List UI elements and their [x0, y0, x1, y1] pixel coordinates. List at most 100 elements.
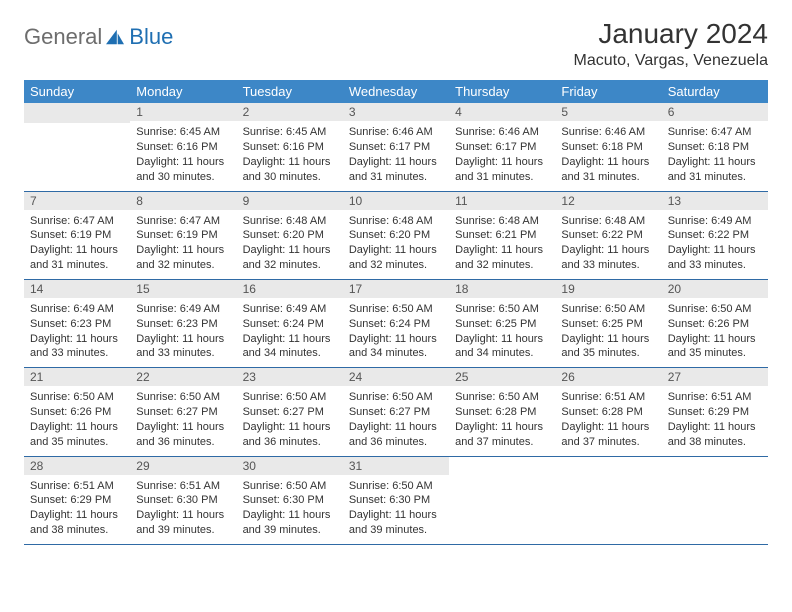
day-body: Sunrise: 6:50 AMSunset: 6:30 PMDaylight:… [237, 475, 343, 544]
day-number: 23 [237, 368, 343, 386]
sunrise-line: Sunrise: 6:50 AM [349, 479, 443, 494]
weekday-header: Sunday [24, 80, 130, 103]
day-number: 24 [343, 368, 449, 386]
calendar-day-cell: 10Sunrise: 6:48 AMSunset: 6:20 PMDayligh… [343, 191, 449, 279]
calendar-empty-cell [24, 103, 130, 191]
day-number: 6 [662, 103, 768, 121]
day-number: 4 [449, 103, 555, 121]
calendar-day-cell: 5Sunrise: 6:46 AMSunset: 6:18 PMDaylight… [555, 103, 661, 191]
day-number: 18 [449, 280, 555, 298]
sunset-line: Sunset: 6:30 PM [136, 493, 230, 508]
weekday-header: Saturday [662, 80, 768, 103]
calendar-day-cell: 13Sunrise: 6:49 AMSunset: 6:22 PMDayligh… [662, 191, 768, 279]
sunrise-line: Sunrise: 6:51 AM [136, 479, 230, 494]
sunset-line: Sunset: 6:16 PM [243, 140, 337, 155]
sunrise-line: Sunrise: 6:45 AM [243, 125, 337, 140]
calendar-day-cell: 20Sunrise: 6:50 AMSunset: 6:26 PMDayligh… [662, 279, 768, 367]
day-body: Sunrise: 6:50 AMSunset: 6:30 PMDaylight:… [343, 475, 449, 544]
day-number: 27 [662, 368, 768, 386]
day-number: 20 [662, 280, 768, 298]
sunset-line: Sunset: 6:21 PM [455, 228, 549, 243]
sunset-line: Sunset: 6:28 PM [455, 405, 549, 420]
day-body: Sunrise: 6:51 AMSunset: 6:29 PMDaylight:… [24, 475, 130, 544]
sunrise-line: Sunrise: 6:50 AM [561, 302, 655, 317]
location: Macuto, Vargas, Venezuela [574, 52, 769, 70]
day-body: Sunrise: 6:45 AMSunset: 6:16 PMDaylight:… [130, 121, 236, 190]
day-number: 1 [130, 103, 236, 121]
day-number: 17 [343, 280, 449, 298]
sunrise-line: Sunrise: 6:47 AM [668, 125, 762, 140]
day-number: 31 [343, 457, 449, 475]
calendar-day-cell: 12Sunrise: 6:48 AMSunset: 6:22 PMDayligh… [555, 191, 661, 279]
sunset-line: Sunset: 6:16 PM [136, 140, 230, 155]
calendar-week-row: 1Sunrise: 6:45 AMSunset: 6:16 PMDaylight… [24, 103, 768, 191]
sunrise-line: Sunrise: 6:50 AM [349, 390, 443, 405]
daylight-line: Daylight: 11 hours and 33 minutes. [668, 243, 762, 273]
daylight-line: Daylight: 11 hours and 38 minutes. [30, 508, 124, 538]
day-number: 11 [449, 192, 555, 210]
daylight-line: Daylight: 11 hours and 36 minutes. [243, 420, 337, 450]
day-number: 3 [343, 103, 449, 121]
day-body: Sunrise: 6:49 AMSunset: 6:22 PMDaylight:… [662, 210, 768, 279]
daylight-line: Daylight: 11 hours and 30 minutes. [136, 155, 230, 185]
sunset-line: Sunset: 6:23 PM [136, 317, 230, 332]
weekday-header: Friday [555, 80, 661, 103]
daylight-line: Daylight: 11 hours and 32 minutes. [455, 243, 549, 273]
day-number: 13 [662, 192, 768, 210]
calendar-day-cell: 26Sunrise: 6:51 AMSunset: 6:28 PMDayligh… [555, 368, 661, 456]
sunset-line: Sunset: 6:26 PM [30, 405, 124, 420]
day-body: Sunrise: 6:50 AMSunset: 6:26 PMDaylight:… [662, 298, 768, 367]
day-number: 8 [130, 192, 236, 210]
daylight-line: Daylight: 11 hours and 31 minutes. [349, 155, 443, 185]
daylight-line: Daylight: 11 hours and 33 minutes. [136, 332, 230, 362]
sunset-line: Sunset: 6:18 PM [668, 140, 762, 155]
calendar-day-cell: 28Sunrise: 6:51 AMSunset: 6:29 PMDayligh… [24, 456, 130, 544]
daylight-line: Daylight: 11 hours and 37 minutes. [561, 420, 655, 450]
sunrise-line: Sunrise: 6:50 AM [455, 390, 549, 405]
daylight-line: Daylight: 11 hours and 35 minutes. [30, 420, 124, 450]
sunrise-line: Sunrise: 6:46 AM [561, 125, 655, 140]
calendar-day-cell: 6 Sunrise: 6:47 AMSunset: 6:18 PMDaylight… [662, 103, 768, 191]
sunset-line: Sunset: 6:17 PM [455, 140, 549, 155]
calendar-empty-cell [662, 456, 768, 544]
sunset-line: Sunset: 6:27 PM [136, 405, 230, 420]
calendar-day-cell: 9Sunrise: 6:48 AMSunset: 6:20 PMDaylight… [237, 191, 343, 279]
calendar-week-row: 14Sunrise: 6:49 AMSunset: 6:23 PMDayligh… [24, 279, 768, 367]
day-body: Sunrise: 6:50 AMSunset: 6:25 PMDaylight:… [555, 298, 661, 367]
sunrise-line: Sunrise: 6:49 AM [30, 302, 124, 317]
sunset-line: Sunset: 6:29 PM [30, 493, 124, 508]
day-body: Sunrise: 6:51 AMSunset: 6:28 PMDaylight:… [555, 386, 661, 455]
calendar-day-cell: 25Sunrise: 6:50 AMSunset: 6:28 PMDayligh… [449, 368, 555, 456]
sunrise-line: Sunrise: 6:50 AM [136, 390, 230, 405]
daylight-line: Daylight: 11 hours and 33 minutes. [30, 332, 124, 362]
sunset-line: Sunset: 6:18 PM [561, 140, 655, 155]
day-number: 19 [555, 280, 661, 298]
day-number: 28 [24, 457, 130, 475]
day-body: Sunrise: 6:47 AMSunset: 6:19 PMDaylight:… [24, 210, 130, 279]
sunrise-line: Sunrise: 6:51 AM [30, 479, 124, 494]
sunset-line: Sunset: 6:30 PM [349, 493, 443, 508]
sunrise-line: Sunrise: 6:50 AM [30, 390, 124, 405]
daylight-line: Daylight: 11 hours and 35 minutes. [668, 332, 762, 362]
calendar-day-cell: 2Sunrise: 6:45 AMSunset: 6:16 PMDaylight… [237, 103, 343, 191]
day-body: Sunrise: 6:50 AMSunset: 6:26 PMDaylight:… [24, 386, 130, 455]
daylight-line: Daylight: 11 hours and 31 minutes. [668, 155, 762, 185]
calendar-day-cell: 17Sunrise: 6:50 AMSunset: 6:24 PMDayligh… [343, 279, 449, 367]
sunrise-line: Sunrise: 6:48 AM [561, 214, 655, 229]
calendar-day-cell: 11 Sunrise: 6:48 AMSunset: 6:21 PMDayligh… [449, 191, 555, 279]
day-number: 15 [130, 280, 236, 298]
sunrise-line: Sunrise: 6:50 AM [455, 302, 549, 317]
day-number: 10 [343, 192, 449, 210]
calendar-empty-cell [449, 456, 555, 544]
logo-text-blue: Blue [129, 24, 173, 50]
sunrise-line: Sunrise: 6:48 AM [455, 214, 549, 229]
sunset-line: Sunset: 6:20 PM [349, 228, 443, 243]
sunset-line: Sunset: 6:27 PM [349, 405, 443, 420]
daylight-line: Daylight: 11 hours and 36 minutes. [349, 420, 443, 450]
sunset-line: Sunset: 6:28 PM [561, 405, 655, 420]
sunrise-line: Sunrise: 6:49 AM [243, 302, 337, 317]
daylight-line: Daylight: 11 hours and 34 minutes. [243, 332, 337, 362]
daylight-line: Daylight: 11 hours and 30 minutes. [243, 155, 337, 185]
day-body: Sunrise: 6:48 AMSunset: 6:22 PMDaylight:… [555, 210, 661, 279]
day-number: 22 [130, 368, 236, 386]
